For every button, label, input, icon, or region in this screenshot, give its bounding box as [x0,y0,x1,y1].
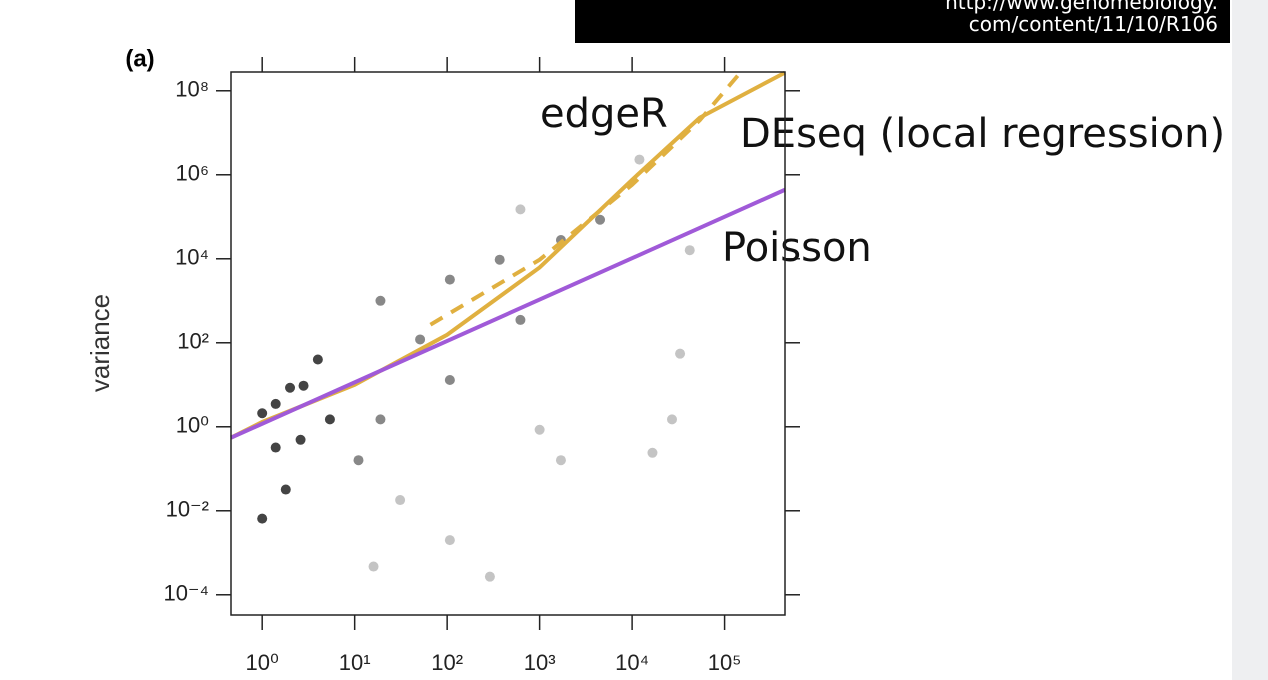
x-tick-label: 10¹ [339,650,371,675]
hexbin-point [484,571,495,582]
x-tick-label: 10² [431,650,463,675]
hexbin-point [534,424,545,435]
curve-label: Poisson [722,225,872,271]
hexbin-point [257,513,268,524]
hexbin-point [298,380,309,391]
chart: (a) variance 10⁰ 10¹ 10² 10³ 10⁴ 10⁵ 10⁻⁴ 10⁻² 1… [85,45,1225,675]
panel-label: (a) [125,45,154,72]
hexbin-point [368,561,379,572]
hexbin-point [684,245,695,256]
curve-label: DEseq (local regression) [740,111,1225,157]
curve-label: edgeR [540,91,668,137]
y-tick-label: 10⁻⁴ [163,581,209,606]
hexbin-point [324,414,335,425]
hexbin-point [285,382,296,393]
hexbin-point [375,295,386,306]
hexbin-point [270,442,281,453]
hexbin-point [257,408,268,419]
side-strip [1232,0,1268,680]
hexbin-point [555,455,566,466]
source-banner: http://www.genomebiology. com/content/11… [575,0,1230,43]
hexbin-point [595,214,606,225]
source-line: http://www.genomebiology. [945,0,1218,14]
x-tick-label: 10⁰ [246,650,279,675]
y-tick-label: 10⁶ [175,161,209,186]
hexbin-point [415,334,426,345]
y-tick-label: 10² [177,329,209,354]
curve [429,70,743,327]
hexbin-point [375,414,386,425]
hexbin-point [395,495,406,506]
hexbin-point [515,314,526,325]
hexbin-point [494,254,505,265]
hexbin-point [280,484,291,495]
hexbin-point [295,434,306,445]
hexbin-point [667,414,678,425]
curve [230,70,786,440]
x-tick-label: 10⁴ [615,650,649,675]
hexbin-point [515,204,526,215]
y-axis-label: variance [85,294,115,392]
curve [230,187,786,440]
x-tick-label: 10³ [524,650,556,675]
plot-frame [230,71,786,616]
hexbin-point [444,274,455,285]
hexbin-point [444,535,455,546]
hexbin-point [634,154,645,165]
x-tick-label: 10⁵ [708,650,742,675]
source-line: com/content/11/10/R106 [968,12,1218,36]
hexbin-point [270,398,281,409]
y-tick-label: 10⁴ [175,245,209,270]
hexbin-point [675,348,686,359]
y-tick-label: 10⁻² [166,497,209,522]
hexbin-point [444,374,455,385]
hexbin-point [647,447,658,458]
y-tick-label: 10⁸ [175,77,209,102]
hexbin-point [353,455,364,466]
y-tick-label: 10⁰ [176,413,209,438]
hexbin-point [312,354,323,365]
